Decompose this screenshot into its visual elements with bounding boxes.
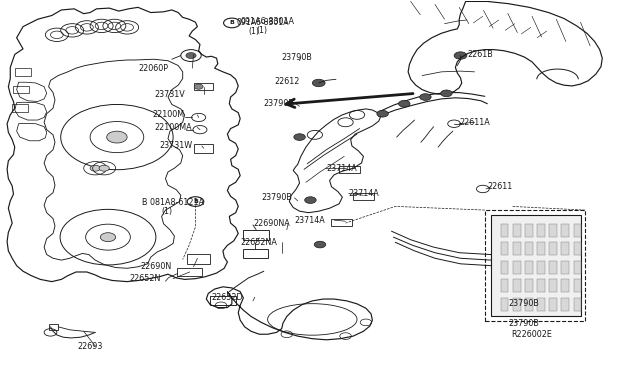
Polygon shape	[500, 279, 508, 292]
Circle shape	[399, 100, 410, 107]
Text: 23790B: 23790B	[282, 52, 312, 61]
Circle shape	[194, 84, 203, 89]
Polygon shape	[561, 224, 569, 237]
Polygon shape	[525, 298, 532, 311]
Text: 23790B: 23790B	[508, 320, 540, 328]
Polygon shape	[500, 242, 508, 255]
Polygon shape	[537, 298, 545, 311]
Circle shape	[100, 233, 116, 241]
Polygon shape	[513, 224, 520, 237]
Text: 22693: 22693	[77, 341, 102, 350]
Text: 22690NA: 22690NA	[253, 219, 290, 228]
Polygon shape	[537, 242, 545, 255]
Polygon shape	[513, 298, 520, 311]
Text: 23714A: 23714A	[294, 216, 325, 225]
Circle shape	[454, 52, 467, 59]
Text: 23790B: 23790B	[264, 99, 294, 108]
Polygon shape	[549, 242, 557, 255]
Polygon shape	[513, 279, 520, 292]
Circle shape	[314, 241, 326, 248]
Circle shape	[99, 165, 109, 171]
Polygon shape	[549, 224, 557, 237]
Polygon shape	[573, 298, 581, 311]
Polygon shape	[561, 261, 569, 274]
Circle shape	[223, 18, 240, 28]
Text: (1): (1)	[256, 26, 268, 35]
Polygon shape	[537, 224, 545, 237]
Circle shape	[187, 197, 204, 206]
Circle shape	[90, 165, 100, 171]
Circle shape	[420, 94, 431, 100]
Text: 2261B: 2261B	[467, 50, 493, 59]
Polygon shape	[513, 242, 520, 255]
Text: 22100MA: 22100MA	[154, 123, 191, 132]
Polygon shape	[491, 215, 580, 317]
Text: 22652NA: 22652NA	[240, 238, 277, 247]
Polygon shape	[537, 279, 545, 292]
Text: 22652D: 22652D	[211, 293, 243, 302]
Polygon shape	[500, 261, 508, 274]
Circle shape	[312, 79, 325, 87]
Polygon shape	[525, 224, 532, 237]
Text: B 081A8-6121A: B 081A8-6121A	[143, 198, 204, 207]
Text: 23731W: 23731W	[159, 141, 192, 151]
Circle shape	[294, 134, 305, 140]
Text: 091A6-8301A: 091A6-8301A	[240, 17, 294, 26]
Polygon shape	[573, 279, 581, 292]
Text: 22690N: 22690N	[140, 262, 171, 271]
Text: 22611A: 22611A	[460, 118, 490, 127]
Polygon shape	[525, 242, 532, 255]
Polygon shape	[573, 261, 581, 274]
Text: 22100M: 22100M	[153, 110, 185, 119]
Polygon shape	[500, 298, 508, 311]
Text: 091A6-8301A: 091A6-8301A	[237, 19, 289, 28]
Polygon shape	[549, 279, 557, 292]
Text: B: B	[193, 199, 198, 204]
Text: (1): (1)	[162, 207, 173, 216]
Polygon shape	[561, 298, 569, 311]
Text: 23714A: 23714A	[326, 164, 357, 173]
Circle shape	[441, 90, 452, 97]
Text: 23790B: 23790B	[261, 193, 292, 202]
Polygon shape	[513, 261, 520, 274]
Text: R226002E: R226002E	[511, 330, 552, 340]
Polygon shape	[561, 279, 569, 292]
Text: 22611: 22611	[487, 182, 513, 191]
Polygon shape	[561, 242, 569, 255]
Circle shape	[186, 52, 196, 58]
Text: 22060P: 22060P	[138, 64, 168, 73]
Text: 23790B: 23790B	[508, 299, 540, 308]
Polygon shape	[500, 224, 508, 237]
Polygon shape	[573, 224, 581, 237]
Circle shape	[305, 197, 316, 203]
Text: 22652N: 22652N	[130, 274, 161, 283]
Circle shape	[377, 110, 388, 117]
Polygon shape	[525, 279, 532, 292]
Polygon shape	[537, 261, 545, 274]
Text: 23714A: 23714A	[349, 189, 380, 198]
Polygon shape	[549, 298, 557, 311]
Circle shape	[107, 131, 127, 143]
Text: (1): (1)	[248, 27, 259, 36]
Text: B: B	[229, 20, 234, 25]
Text: 23731V: 23731V	[154, 90, 185, 99]
Polygon shape	[573, 242, 581, 255]
Polygon shape	[549, 261, 557, 274]
Polygon shape	[525, 261, 532, 274]
Text: 22612: 22612	[274, 77, 300, 86]
